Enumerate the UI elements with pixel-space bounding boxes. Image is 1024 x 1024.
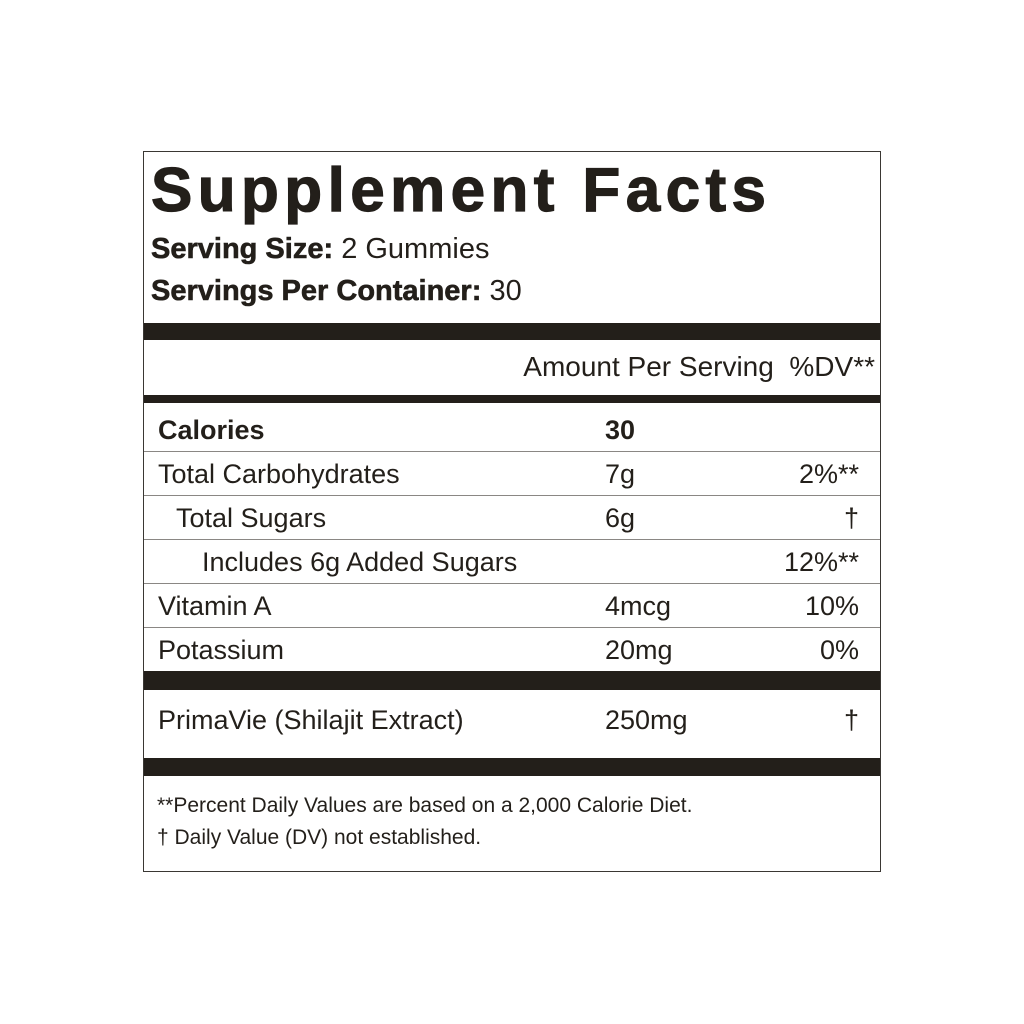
serving-size: Serving Size: 2 Gummies [151,232,490,266]
nutrient-label: Total Sugars [176,503,327,533]
column-header-text: Amount Per Serving %DV** [523,351,875,383]
supplement-facts-panel: Supplement Facts Serving Size: 2 Gummies… [143,151,881,872]
panel-title: Supplement Facts [150,155,772,225]
nutrient-row: Includes 6g Added Sugars 12%** [144,540,880,584]
nutrient-label: Includes 6g Added Sugars [202,547,518,577]
nutrient-row: Total Carbohydrates 7g 2%** [144,452,880,496]
nutrient-dv: † [843,503,859,533]
servings-per-container-label: Servings Per Container: [151,275,482,308]
divider-thick [144,323,880,340]
nutrient-dv: 12%** [783,547,859,577]
servings-per-container-value: 30 [489,275,522,307]
serving-size-value: 2 Gummies [341,233,490,265]
nutrient-label: Potassium [158,635,285,665]
nutrient-row: Potassium 20mg 0% [144,628,880,671]
extract-amount: 250mg [605,705,688,735]
nutrient-label: Total Carbohydrates [158,459,400,489]
dv-header: %DV** [789,351,875,382]
footnote-not-established: † Daily Value (DV) not established. [157,826,482,849]
nutrient-dv: 0% [819,635,859,665]
nutrient-amount: 4mcg [605,591,672,621]
nutrient-dv: 2%** [798,459,859,489]
nutrient-amount: 30 [605,415,636,445]
nutrient-row: Total Sugars 6g † [144,496,880,540]
divider-thick [144,758,880,776]
nutrient-label: Calories [158,415,265,445]
nutrient-amount: 6g [605,503,636,533]
nutrient-row-calories: Calories 30 [144,408,880,452]
nutrient-amount: 20mg [605,635,673,665]
divider-medium [144,395,880,403]
nutrient-row: Vitamin A 4mcg 10% [144,584,880,628]
servings-per-container: Servings Per Container: 30 [151,274,522,308]
extract-label: PrimaVie (Shilajit Extract) [158,705,464,735]
nutrient-amount: 7g [605,459,636,489]
divider-thick [144,671,880,690]
footnote-dv: **Percent Daily Values are based on a 2,… [157,794,693,817]
serving-size-label: Serving Size: [151,233,334,266]
extract-row: PrimaVie (Shilajit Extract) 250mg † [144,690,880,758]
extract-dv: † [843,705,859,735]
amount-header: Amount Per Serving [523,351,774,382]
column-header: Amount Per Serving %DV** [144,341,880,394]
nutrient-label: Vitamin A [158,591,272,621]
nutrient-dv: 10% [804,591,859,621]
